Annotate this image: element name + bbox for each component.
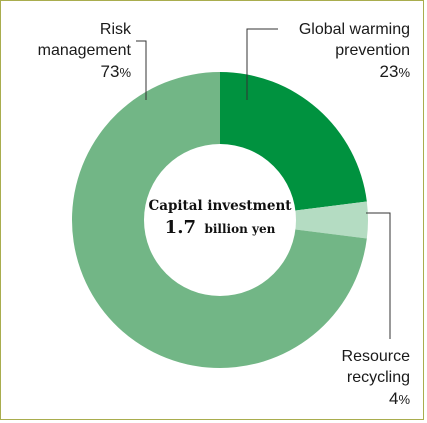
label-resource-line1: Resource — [342, 348, 411, 365]
label-resource-percent: 4% — [389, 389, 410, 408]
label-global-line1: Global warming — [299, 21, 410, 38]
leader-resource — [366, 212, 391, 339]
global-percent-symbol: % — [398, 65, 410, 80]
donut-hole — [144, 144, 296, 296]
leader-risk — [136, 40, 147, 100]
center-value-line: 1.7 billion yen — [165, 217, 276, 238]
label-risk-percent: 73% — [101, 62, 132, 81]
label-global-percent: 23% — [380, 62, 411, 81]
center-value: 1.7 — [165, 217, 196, 238]
label-risk-line1: Risk — [100, 21, 132, 38]
risk-percent-value: 73 — [101, 62, 120, 81]
resource-percent-symbol: % — [398, 392, 410, 407]
leader-global — [246, 28, 278, 100]
label-global-line2: prevention — [335, 42, 410, 59]
center-title: Capital investment — [148, 198, 292, 214]
global-percent-value: 23 — [380, 62, 399, 81]
risk-percent-symbol: % — [119, 65, 131, 80]
label-resource-line2: recycling — [347, 369, 410, 386]
center-unit: billion yen — [204, 222, 275, 236]
label-risk-line2: management — [38, 42, 132, 59]
resource-percent-value: 4 — [389, 389, 398, 408]
